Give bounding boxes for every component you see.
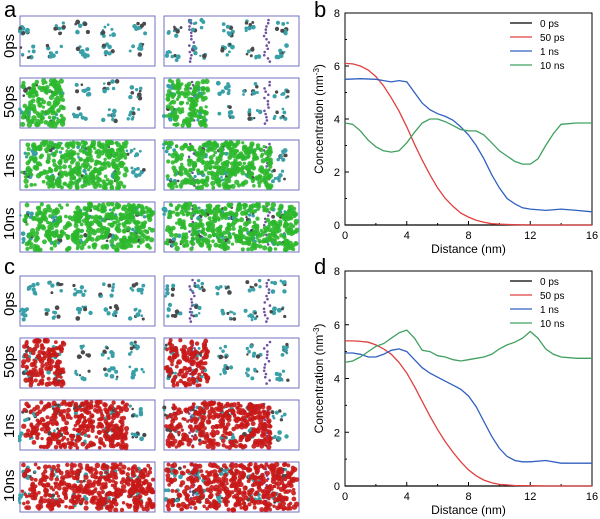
y-tick-label: 2 — [334, 167, 340, 179]
snapshot-box-a-0-1 — [163, 15, 300, 67]
snapshot-box-c-0-1 — [163, 275, 300, 327]
x-tick-label: 0 — [342, 230, 348, 242]
row-label-c-10ns: 10ns — [1, 469, 18, 502]
series-line-10-ns — [344, 118, 592, 165]
panel-letter-c: c — [4, 254, 15, 279]
legend-entry: 0 ps — [540, 19, 559, 30]
plot-frame — [344, 12, 593, 226]
snapshot-panel-a — [18, 15, 300, 253]
y-tick-label: 8 — [334, 8, 340, 20]
y-tick-label: 6 — [334, 61, 340, 73]
snapshot-box-a-3-1 — [161, 201, 300, 253]
x-axis-label: Distance (nm) — [431, 503, 506, 517]
x-tick-label: 4 — [404, 230, 410, 242]
y-tick-label: 8 — [334, 266, 340, 278]
y-tick-label: 0 — [334, 481, 340, 493]
x-tick-label: 12 — [524, 491, 536, 503]
series-line-50-ps — [344, 62, 592, 226]
y-tick-label: 0 — [334, 220, 340, 232]
snapshot-box-a-0-0 — [18, 15, 156, 67]
legend-entry: 1 ns — [540, 47, 559, 58]
y-tick-label: 6 — [334, 320, 340, 332]
snapshot-panel-c — [18, 275, 300, 513]
row-label-c-1ns: 1ns — [1, 413, 18, 438]
legend-entry: 50 ps — [540, 33, 564, 44]
panel-letter-a: a — [4, 0, 17, 22]
series-line-1-ns — [345, 348, 592, 464]
legend-entry: 10 ns — [540, 61, 564, 72]
y-tick-label: 4 — [334, 374, 340, 386]
series-line-50-ps — [345, 340, 592, 487]
x-tick-label: 0 — [342, 491, 348, 503]
snapshot-box-a-1-1 — [162, 77, 300, 129]
row-label-a-10ns: 10ns — [1, 207, 18, 240]
plot-frame — [344, 270, 593, 487]
snapshot-box-c-3-1 — [163, 461, 300, 513]
x-axis-label: Distance (nm) — [431, 242, 506, 256]
snapshot-box-a-1-0 — [18, 77, 156, 129]
x-tick-label: 16 — [586, 491, 598, 503]
y-tick-label: 2 — [334, 427, 340, 439]
legend-entry: 0 ps — [540, 277, 559, 288]
snapshot-box-c-3-0 — [18, 461, 156, 513]
snapshot-box-a-2-1 — [162, 139, 300, 191]
snapshot-box-a-2-0 — [19, 139, 156, 191]
snapshot-box-c-2-0 — [18, 399, 156, 451]
row-label-a-0ps: 0ps — [1, 33, 18, 58]
y-tick-label: 4 — [334, 114, 340, 126]
row-label-a-1ns: 1ns — [1, 153, 18, 178]
row-label-a-50ps: 50ps — [1, 85, 18, 118]
snapshot-box-c-1-1 — [163, 337, 300, 389]
x-tick-label: 12 — [524, 230, 536, 242]
legend-entry: 1 ns — [540, 305, 559, 316]
x-tick-label: 8 — [465, 230, 471, 242]
snapshot-box-c-0-0 — [18, 275, 156, 327]
y-axis-label: Concentration (nm-3) — [312, 324, 327, 434]
legend-entry: 50 ps — [540, 291, 564, 302]
y-axis-label: Concentration (nm-3) — [312, 64, 327, 174]
snapshot-box-a-3-0 — [19, 201, 156, 253]
snapshot-box-c-1-0 — [19, 337, 156, 389]
snapshot-box-c-2-1 — [162, 399, 300, 451]
panel-letter-d: d — [314, 254, 327, 279]
x-tick-label: 16 — [586, 230, 598, 242]
legend-entry: 10 ns — [540, 319, 564, 330]
series-line-1-ns — [344, 78, 593, 213]
panel-letter-b: b — [314, 0, 327, 22]
x-tick-label: 4 — [404, 491, 410, 503]
series-line-10-ns — [344, 329, 592, 364]
row-label-c-0ps: 0ps — [1, 291, 18, 316]
row-label-c-50ps: 50ps — [1, 345, 18, 378]
x-tick-label: 8 — [465, 491, 471, 503]
